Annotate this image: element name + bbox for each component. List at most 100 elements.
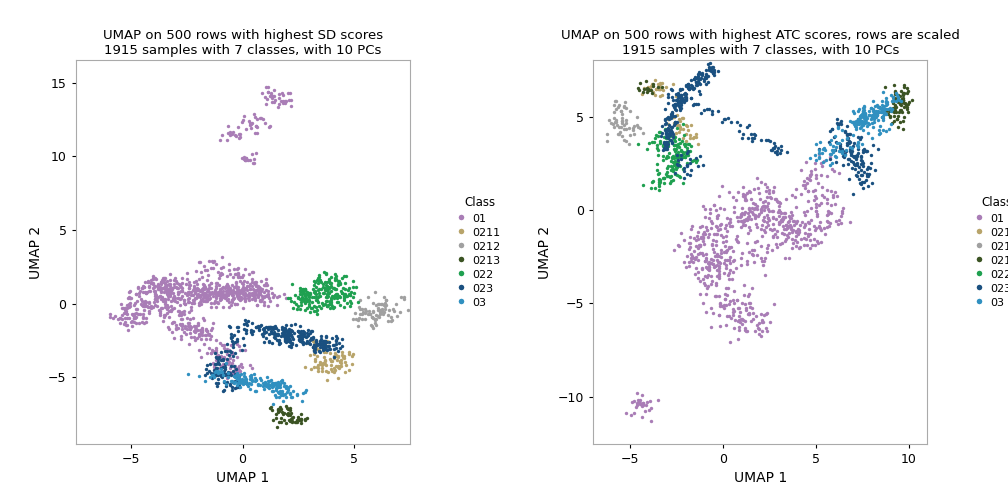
Point (318, 341, 334, 349)
Point (281, 411, 297, 419)
Point (829, 140, 845, 148)
Point (248, 286, 264, 294)
Point (765, 207, 781, 215)
Point (329, 294, 345, 302)
Point (301, 290, 318, 298)
Point (220, 357, 236, 365)
Point (165, 294, 181, 302)
Point (669, 148, 685, 156)
Point (757, 228, 773, 236)
Point (758, 310, 774, 318)
Point (660, 135, 676, 143)
Point (670, 91, 686, 99)
Point (231, 271, 247, 279)
Point (157, 286, 173, 294)
Point (654, 80, 670, 88)
Point (697, 228, 713, 236)
Point (869, 101, 885, 109)
Point (263, 323, 279, 331)
Point (712, 252, 728, 260)
Point (635, 129, 651, 137)
Point (702, 59, 718, 67)
Point (244, 295, 260, 303)
Point (364, 312, 380, 321)
Point (687, 264, 704, 272)
Point (303, 327, 320, 335)
Point (753, 332, 769, 340)
Point (876, 106, 892, 114)
Point (192, 299, 208, 307)
Point (352, 296, 368, 304)
Point (176, 325, 193, 333)
Point (216, 354, 232, 362)
Point (243, 373, 259, 382)
Point (264, 339, 280, 347)
Point (822, 150, 838, 158)
Point (326, 352, 342, 360)
Point (262, 297, 278, 305)
Point (710, 211, 726, 219)
Point (674, 119, 690, 128)
Point (818, 195, 835, 203)
Point (775, 213, 791, 221)
Point (307, 344, 324, 352)
Point (220, 369, 236, 377)
Point (664, 123, 680, 132)
Point (803, 204, 820, 212)
Point (230, 291, 246, 299)
Point (127, 299, 143, 307)
Point (726, 193, 742, 201)
Point (872, 122, 888, 131)
Point (130, 283, 146, 291)
Point (855, 117, 871, 125)
Point (219, 281, 235, 289)
Point (774, 215, 790, 223)
Point (158, 290, 174, 298)
Point (161, 285, 177, 293)
Point (635, 181, 651, 190)
Point (141, 297, 157, 305)
Point (683, 166, 700, 174)
Point (773, 142, 789, 150)
Point (891, 92, 907, 100)
Point (229, 265, 245, 273)
Point (858, 147, 874, 155)
Point (318, 286, 334, 294)
Point (393, 293, 409, 301)
Point (342, 348, 358, 356)
Point (703, 66, 719, 74)
Point (357, 309, 373, 317)
Point (316, 348, 332, 356)
Point (887, 89, 903, 97)
Point (680, 239, 697, 247)
Point (692, 109, 709, 117)
Point (354, 310, 370, 318)
Point (327, 345, 343, 353)
Point (247, 294, 263, 302)
Point (244, 289, 260, 297)
Point (207, 368, 223, 376)
Point (270, 407, 286, 415)
Point (726, 324, 742, 332)
Point (716, 259, 732, 267)
Point (228, 376, 244, 385)
Point (660, 90, 676, 98)
Point (241, 270, 257, 278)
Point (236, 284, 252, 292)
Point (289, 415, 305, 423)
Point (217, 341, 233, 349)
Point (337, 368, 353, 376)
Point (312, 337, 329, 345)
Point (863, 104, 879, 112)
Point (636, 84, 652, 92)
Point (841, 137, 857, 145)
Point (157, 295, 173, 303)
Point (800, 219, 816, 227)
Point (856, 111, 872, 119)
Point (136, 300, 152, 308)
Point (231, 366, 247, 374)
Point (708, 279, 724, 287)
Point (221, 289, 237, 297)
Point (122, 294, 138, 302)
Point (317, 360, 333, 368)
